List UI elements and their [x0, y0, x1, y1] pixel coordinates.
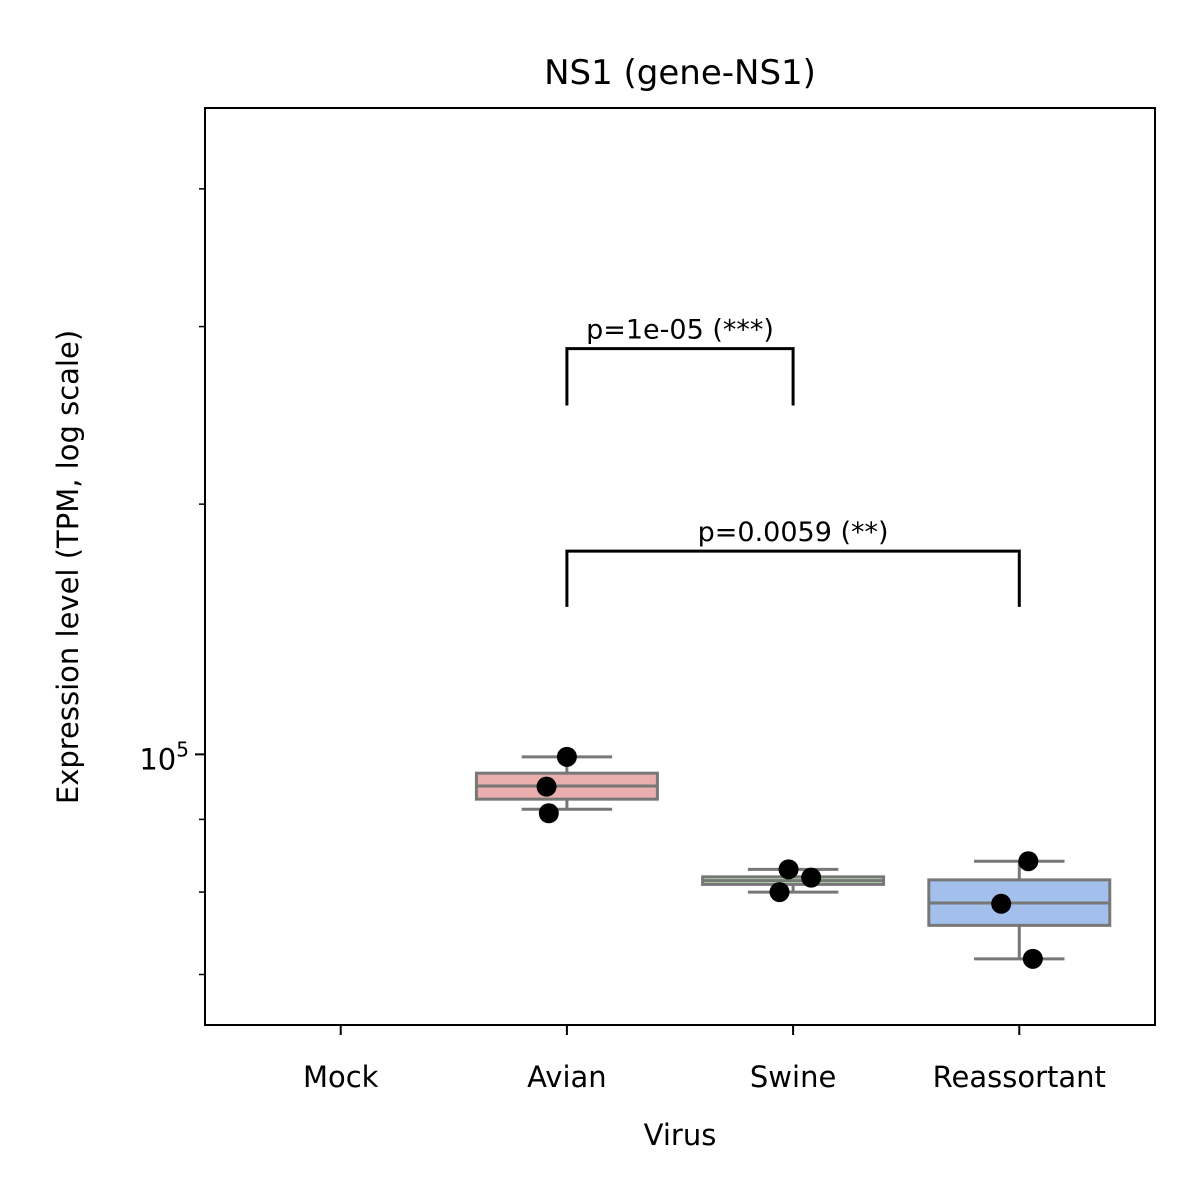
x-tick-label: Reassortant — [933, 1060, 1106, 1094]
p-value-label: p=0.0059 (**) — [698, 517, 889, 548]
plot-area: Mock Avian Swine Reassortant 105 p=1e-05 (***… — [139, 188, 1112, 1094]
data-point — [1018, 851, 1039, 872]
y-axis-label: Expression level (TPM, log scale) — [51, 330, 85, 804]
significance-bracket: p=1e-05 (***) — [565, 315, 795, 406]
data-point — [1022, 948, 1043, 969]
box-swine — [701, 859, 886, 903]
y-tick-label: 105 — [139, 737, 189, 776]
x-axis-label: Virus — [644, 1118, 717, 1152]
data-point — [801, 867, 822, 888]
box-reassortant — [927, 851, 1112, 969]
x-tick-label: Avian — [527, 1060, 607, 1094]
p-value-label: p=1e-05 (***) — [586, 315, 774, 346]
box-avian — [474, 746, 659, 824]
bracket-line — [565, 549, 1021, 607]
significance-bracket: p=0.0059 (**) — [565, 517, 1021, 607]
data-point — [536, 776, 557, 797]
data-point — [991, 893, 1012, 914]
x-tick-label: Mock — [303, 1060, 379, 1094]
chart-title: NS1 (gene-NS1) — [544, 53, 816, 93]
data-point — [538, 803, 559, 824]
data-point — [778, 859, 799, 880]
axes-frame — [204, 107, 1156, 1026]
data-point — [556, 746, 577, 767]
x-tick-label: Swine — [750, 1060, 836, 1094]
data-point — [769, 882, 790, 903]
bracket-line — [565, 347, 795, 406]
